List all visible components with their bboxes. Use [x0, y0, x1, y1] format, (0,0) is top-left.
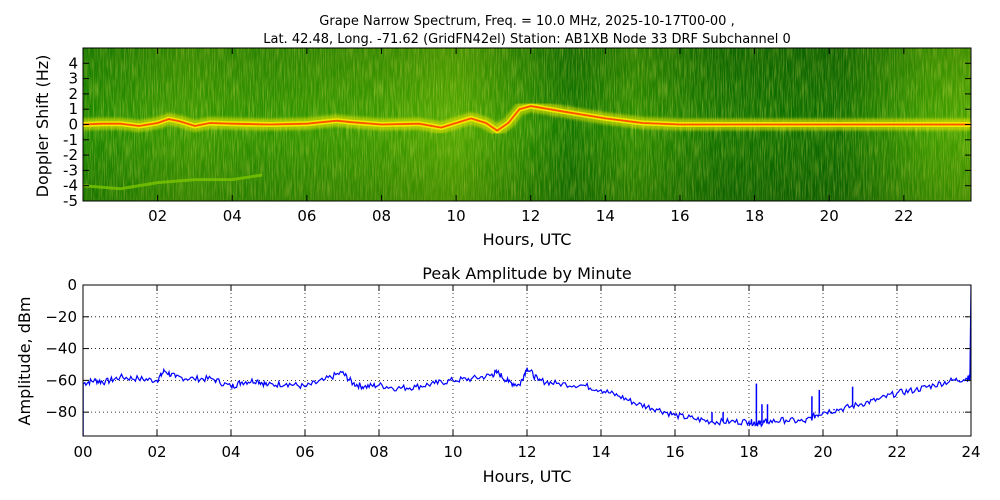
- amplitude-xlabel: Hours, UTC: [483, 467, 572, 486]
- spectrum-y-tick-label: 0: [68, 116, 78, 134]
- amplitude-x-tick-label: 10: [443, 443, 462, 461]
- amplitude-x-tick-label: 20: [813, 443, 832, 461]
- secondary-trace: [83, 173, 263, 191]
- spectrum-y-tick-label: -4: [63, 177, 78, 195]
- amplitude-ylabel: Amplitude, dBm: [15, 297, 34, 426]
- spectrum-y-tick-label: -5: [63, 192, 78, 210]
- spectrum-subtitle: Lat. 42.48, Long. -71.62 (GridFN42el) St…: [263, 32, 790, 47]
- amplitude-x-tick-label: 18: [739, 443, 758, 461]
- amplitude-x-tick-label: 00: [73, 443, 92, 461]
- spectrum-title: Grape Narrow Spectrum, Freq. = 10.0 MHz,…: [319, 14, 734, 29]
- amplitude-x-tick-label: 12: [517, 443, 536, 461]
- spectrum-x-tick-label: 18: [745, 207, 764, 225]
- spectrum-y-tick-label: -1: [63, 131, 78, 149]
- amplitude-x-tick-label: 24: [961, 443, 980, 461]
- spectrum-y-tick-label: 1: [68, 100, 78, 118]
- spectrogram-plot: [83, 48, 971, 201]
- amplitude-title: Peak Amplitude by Minute: [422, 264, 632, 283]
- amplitude-y-tick-label: −60: [45, 371, 77, 389]
- spectrum-x-tick-label: 06: [297, 207, 316, 225]
- amplitude-plot-area: [83, 285, 971, 436]
- spectrum-x-tick-label: 02: [148, 207, 167, 225]
- amplitude-x-tick-label: 14: [591, 443, 610, 461]
- spectrum-y-tick-label: -3: [63, 161, 78, 179]
- carrier-peak-trace: [83, 105, 971, 132]
- spectrum-y-tick-label: 3: [68, 70, 78, 88]
- spectrum-x-tick-label: 22: [894, 207, 913, 225]
- amplitude-x-tick-label: 06: [295, 443, 314, 461]
- amplitude-y-tick-label: −20: [45, 308, 77, 326]
- amplitude-x-tick-label: 08: [369, 443, 388, 461]
- spectrum-x-tick-label: 08: [372, 207, 391, 225]
- amplitude-y-tick-label: −80: [45, 403, 77, 421]
- spectrum-y-tick-label: 4: [68, 54, 78, 72]
- spectrum-y-tick-label: 2: [68, 85, 78, 103]
- amplitude-y-tick-label: 0: [67, 276, 77, 294]
- spectrum-xlabel: Hours, UTC: [483, 230, 572, 249]
- amplitude-line: [83, 285, 971, 428]
- spectrum-x-tick-label: 14: [596, 207, 615, 225]
- spectrum-x-tick-label: 12: [521, 207, 540, 225]
- spectrum-x-tick-label: 20: [820, 207, 839, 225]
- amplitude-x-tick-label: 22: [887, 443, 906, 461]
- spectrum-x-tick-label: 04: [223, 207, 242, 225]
- spectrum-y-tick-label: -2: [63, 146, 78, 164]
- spectrum-x-tick-label: 10: [447, 207, 466, 225]
- spectrum-x-tick-label: 16: [670, 207, 689, 225]
- amplitude-x-tick-label: 02: [147, 443, 166, 461]
- amplitude-y-tick-label: −40: [45, 340, 77, 358]
- amplitude-x-tick-label: 16: [665, 443, 684, 461]
- spectrum-ylabel: Doppler Shift (Hz): [33, 55, 52, 198]
- amplitude-x-tick-label: 04: [221, 443, 240, 461]
